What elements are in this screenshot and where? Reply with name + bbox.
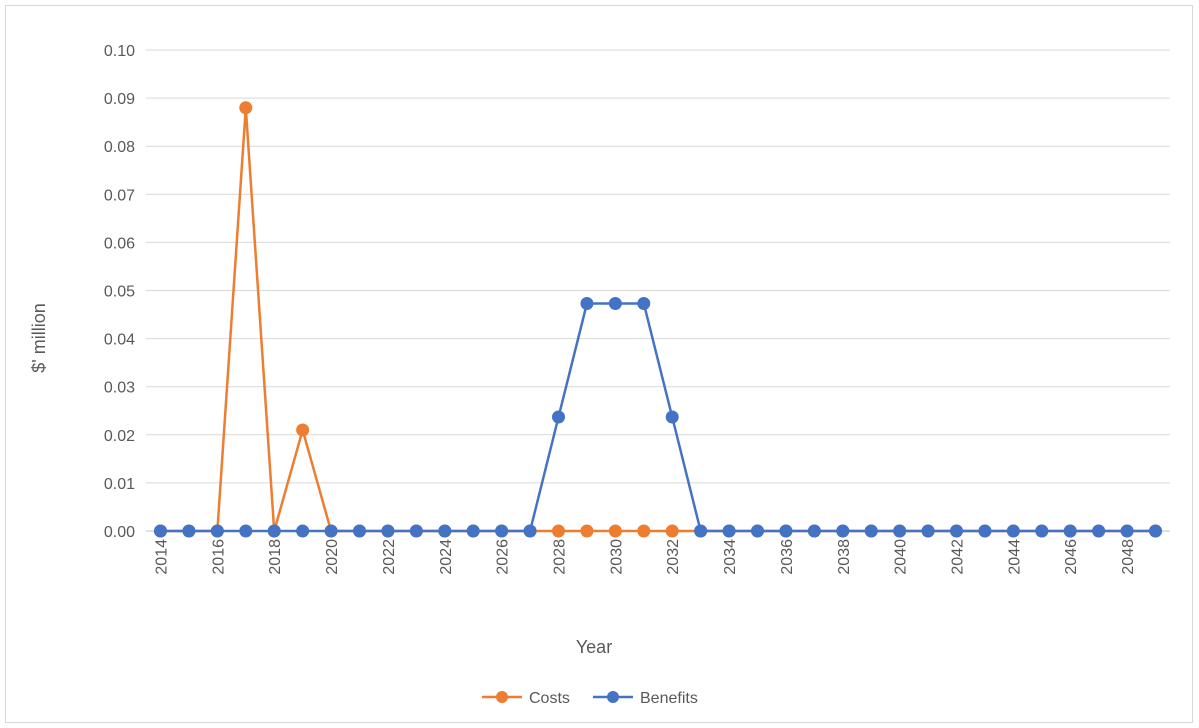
x-tick-label: 2034 [722,539,739,575]
legend-swatch-costs-marker [496,691,508,703]
legend-item-benefits: Benefits [593,690,698,707]
x-tick-label: 2048 [1120,539,1137,575]
data-point-benefits [751,524,764,538]
data-point-benefits [523,524,537,538]
data-point-benefits [580,296,594,310]
data-point-benefits [637,296,651,310]
data-point-benefits [608,296,622,310]
x-tick-label: 2026 [495,539,512,575]
series-costs [154,101,1162,538]
data-point-benefits [836,524,850,538]
data-point-benefits [921,524,935,538]
data-point-benefits [438,524,452,538]
data-point-benefits [409,524,423,538]
x-tick-label: 2030 [608,539,625,575]
legend-item-costs: Costs [482,690,570,707]
y-tick-label: 0.05 [104,284,135,301]
x-tick-label: 2038 [836,539,853,575]
data-point-costs [239,101,253,115]
y-tick-label: 0.00 [104,524,135,541]
x-tick-label: 2014 [154,539,171,575]
x-tick-label: 2046 [1063,539,1080,575]
data-point-benefits [665,410,679,424]
legend: Costs Benefits [482,690,698,707]
y-tick-label: 0.10 [104,43,135,60]
series-layer [154,101,1162,538]
series-benefits [154,296,1162,538]
data-point-benefits [210,524,224,538]
data-point-benefits [1006,524,1020,538]
y-tick-label: 0.09 [104,91,135,108]
data-point-benefits [296,524,310,538]
x-tick-label: 2028 [552,539,569,575]
x-tick-label: 2020 [324,539,341,575]
data-point-costs [637,524,651,538]
y-tick-label: 0.04 [104,332,135,349]
data-point-benefits [324,524,338,538]
data-point-benefits [495,524,509,538]
data-point-benefits [154,524,167,538]
data-point-benefits [893,524,907,538]
legend-swatch-benefits-marker [607,691,619,703]
gridlines [146,49,1170,532]
series-line-benefits [160,302,1156,533]
data-point-benefits [381,524,395,538]
y-tick-label: 0.06 [104,235,135,252]
y-tick-label: 0.08 [104,139,135,156]
data-point-benefits [267,524,281,538]
data-point-benefits [807,524,821,538]
data-point-benefits [950,524,963,538]
data-point-benefits [353,524,366,538]
x-tick-label: 2022 [381,539,398,575]
y-axis-title: $' million [29,303,49,372]
data-point-benefits [864,524,878,538]
data-point-costs [608,524,622,538]
data-point-benefits [1092,524,1106,538]
data-point-benefits [978,524,992,538]
y-tick-label: 0.03 [104,380,135,397]
data-point-costs [580,524,594,538]
x-tick-label: 2024 [438,539,455,575]
x-tick-label: 2032 [665,539,682,575]
data-point-costs [552,524,565,538]
x-axis-tick-labels: 2014 2016 2018 2020 2022 2024 2026 2028 2030 2032… [154,539,1138,575]
x-tick-label: 2016 [210,539,227,575]
x-tick-label: 2036 [779,539,796,575]
data-point-benefits [466,524,480,538]
y-tick-label: 0.02 [104,428,135,445]
legend-label-benefits: Benefits [640,690,698,707]
data-point-benefits [1120,524,1134,538]
x-tick-label: 2018 [267,539,284,575]
data-point-costs [665,524,679,538]
data-point-costs [296,423,310,437]
x-tick-label: 2044 [1006,539,1023,575]
data-point-benefits [694,524,708,538]
legend-label-costs: Costs [529,690,570,707]
data-point-benefits [779,524,793,538]
y-axis-tick-labels: 0.00 0.01 0.02 0.03 0.04 0.05 0.06 0.07 0.08 0.09… [104,43,135,541]
data-point-benefits [1035,524,1049,538]
data-point-benefits [722,524,736,538]
data-point-benefits [552,410,565,424]
chart-frame [5,5,1193,723]
data-point-benefits [182,524,196,538]
x-tick-label: 2042 [950,539,967,575]
y-tick-label: 0.01 [104,476,135,493]
data-point-benefits [1149,524,1162,538]
y-tick-label: 0.07 [104,187,135,204]
x-tick-label: 2040 [893,539,910,575]
data-point-benefits [239,524,253,538]
data-point-benefits [1063,524,1077,538]
series-line-costs [160,106,1156,533]
x-axis-title: Year [576,637,612,657]
